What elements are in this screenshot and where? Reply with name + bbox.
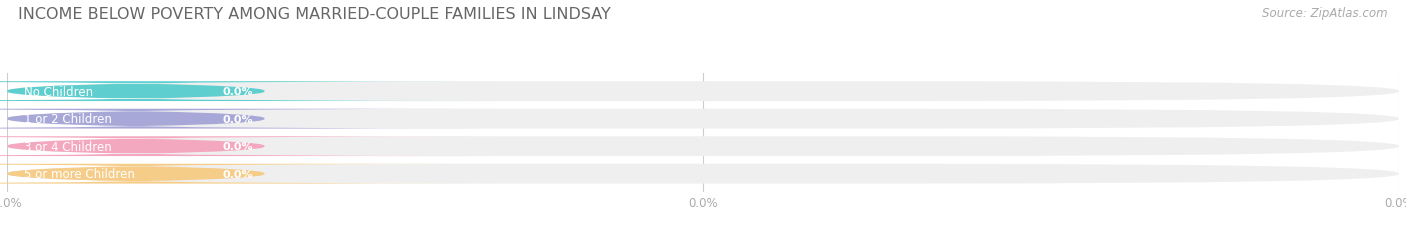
Text: No Children: No Children — [24, 85, 93, 98]
FancyBboxPatch shape — [0, 164, 495, 184]
FancyBboxPatch shape — [0, 82, 495, 102]
FancyBboxPatch shape — [7, 164, 1399, 184]
Text: 0.0%: 0.0% — [222, 169, 253, 179]
FancyBboxPatch shape — [0, 137, 495, 156]
Text: 3 or 4 Children: 3 or 4 Children — [24, 140, 111, 153]
FancyBboxPatch shape — [7, 137, 1399, 156]
Text: 0.0%: 0.0% — [222, 142, 253, 152]
Text: 0.0%: 0.0% — [222, 114, 253, 124]
FancyBboxPatch shape — [0, 109, 495, 129]
Text: Source: ZipAtlas.com: Source: ZipAtlas.com — [1263, 7, 1388, 20]
FancyBboxPatch shape — [7, 109, 1399, 129]
Text: 0.0%: 0.0% — [222, 87, 253, 97]
Text: INCOME BELOW POVERTY AMONG MARRIED-COUPLE FAMILIES IN LINDSAY: INCOME BELOW POVERTY AMONG MARRIED-COUPL… — [18, 7, 612, 22]
Text: 5 or more Children: 5 or more Children — [24, 167, 135, 180]
FancyBboxPatch shape — [7, 82, 1399, 102]
Text: 1 or 2 Children: 1 or 2 Children — [24, 113, 111, 126]
